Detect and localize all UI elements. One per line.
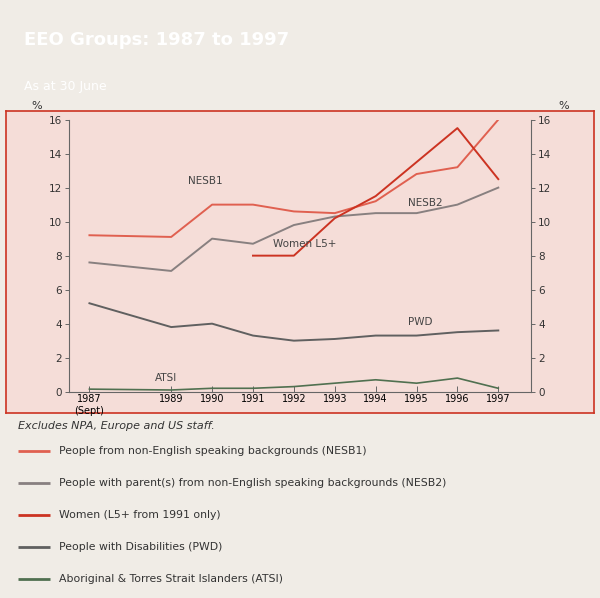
Text: As at 30 June: As at 30 June <box>23 80 106 93</box>
Text: %: % <box>31 102 42 111</box>
Text: People from non-English speaking backgrounds (NESB1): People from non-English speaking backgro… <box>59 446 367 456</box>
Text: Women L5+: Women L5+ <box>274 239 337 249</box>
Text: People with parent(s) from non-English speaking backgrounds (NESB2): People with parent(s) from non-English s… <box>59 478 446 488</box>
Text: Aboriginal & Torres Strait Islanders (ATSI): Aboriginal & Torres Strait Islanders (AT… <box>59 574 283 584</box>
Text: PWD: PWD <box>409 318 433 327</box>
Text: NESB1: NESB1 <box>188 176 222 186</box>
Text: %: % <box>558 102 569 111</box>
Text: ATSI: ATSI <box>155 374 177 383</box>
Text: Excludes NPA, Europe and US staff.: Excludes NPA, Europe and US staff. <box>18 421 215 431</box>
Text: People with Disabilities (PWD): People with Disabilities (PWD) <box>59 542 222 552</box>
Text: NESB2: NESB2 <box>409 199 443 208</box>
Text: EEO Groups: 1987 to 1997: EEO Groups: 1987 to 1997 <box>23 31 289 49</box>
Text: Women (L5+ from 1991 only): Women (L5+ from 1991 only) <box>59 510 221 520</box>
